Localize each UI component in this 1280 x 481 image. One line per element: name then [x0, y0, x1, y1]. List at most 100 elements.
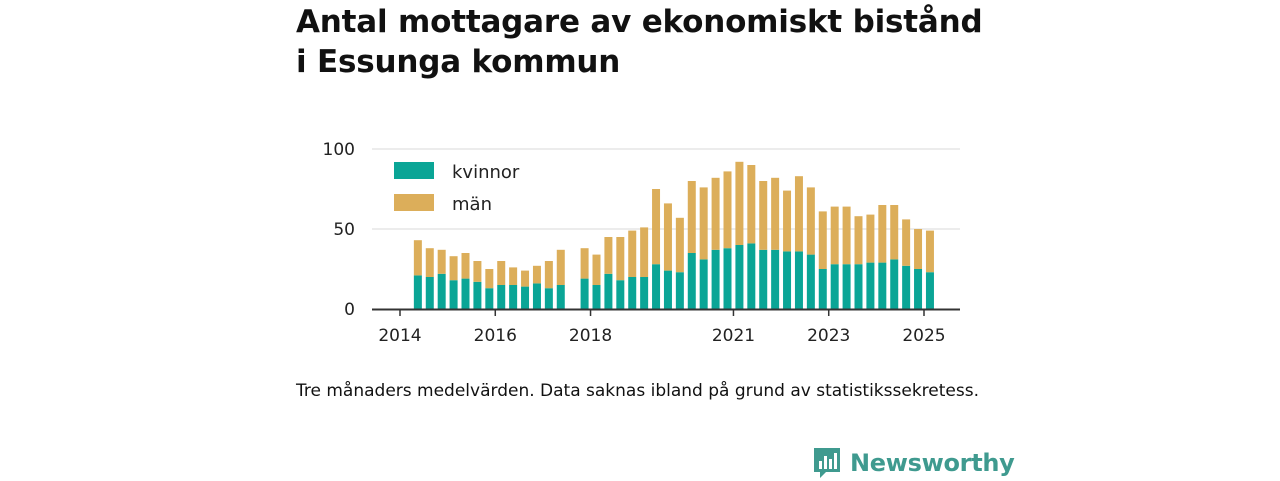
bar-man [437, 249, 446, 274]
bar-kvinnor [925, 272, 934, 309]
bar-kvinnor [521, 286, 530, 309]
bar-man [616, 237, 625, 281]
bar-man [544, 261, 553, 289]
bar-man [425, 248, 434, 277]
bar-man [413, 240, 422, 276]
newsworthy-logo-icon [814, 448, 840, 478]
bar-man [914, 229, 923, 269]
bar-kvinnor [544, 288, 553, 309]
x-tick-label: 2023 [807, 326, 850, 346]
bar-man [675, 217, 684, 273]
bar-man [759, 181, 768, 250]
x-tick-label: 2018 [569, 326, 612, 346]
bar-man [604, 237, 613, 274]
chart-footnote: Tre månaders medelvärden. Data saknas ib… [296, 381, 979, 401]
bar-man [532, 265, 541, 284]
bar-man [783, 190, 792, 252]
bar-kvinnor [497, 285, 506, 309]
y-tick-label: 100 [323, 140, 355, 160]
bar-kvinnor [818, 269, 827, 309]
bar-man [640, 227, 649, 277]
bar-man [521, 270, 530, 287]
bar-man [854, 216, 863, 265]
bar-man [735, 161, 744, 245]
bar-man [818, 211, 827, 269]
bar-kvinnor [783, 251, 792, 309]
bar-kvinnor [854, 264, 863, 309]
bar-man [497, 261, 506, 285]
bar-kvinnor [652, 264, 661, 309]
bar-man [771, 177, 780, 250]
bar-man [652, 189, 661, 265]
brand-name: Newsworthy [850, 449, 1015, 477]
bar-kvinnor [794, 251, 803, 309]
bar-kvinnor [616, 280, 625, 309]
x-tick-label: 2014 [378, 326, 421, 346]
bar-man [556, 249, 565, 285]
bar-man [628, 230, 637, 277]
bar-kvinnor [687, 253, 696, 309]
bar-man [723, 171, 732, 249]
bar-kvinnor [878, 262, 887, 309]
bar-kvinnor [437, 273, 446, 309]
bar-kvinnor [914, 269, 923, 309]
bar-man [890, 205, 899, 260]
chart-title: Antal mottagare av ekonomiskt bistånd i … [296, 4, 983, 80]
bar-man [485, 269, 494, 289]
bar-man [842, 206, 851, 265]
bar-man [580, 248, 589, 279]
legend-swatch [394, 194, 434, 211]
legend-label: kvinnor [452, 162, 520, 183]
bar-man [699, 187, 708, 260]
bar-kvinnor [699, 259, 708, 309]
bar-man [449, 256, 458, 281]
bar-man [902, 219, 911, 266]
bar-man [663, 203, 672, 271]
bar-kvinnor [592, 285, 601, 309]
bar-kvinnor [485, 288, 494, 309]
bar-kvinnor [723, 248, 732, 309]
bar-kvinnor [735, 245, 744, 309]
bar-kvinnor [556, 285, 565, 309]
bar-man [830, 206, 839, 265]
bar-man [866, 214, 875, 263]
bar-man [925, 230, 934, 273]
bar-kvinnor [413, 275, 422, 309]
bar-kvinnor [747, 243, 756, 309]
bar-kvinnor [628, 277, 637, 309]
bar-kvinnor [890, 259, 899, 309]
bar-kvinnor [902, 265, 911, 309]
bar-kvinnor [866, 262, 875, 309]
legend-swatch [394, 162, 434, 179]
x-tick-label: 2021 [712, 326, 755, 346]
bar-man [806, 187, 815, 255]
bar-man [473, 261, 482, 282]
y-tick-label: 0 [344, 300, 355, 320]
bar-kvinnor [532, 283, 541, 309]
bar-kvinnor [461, 278, 470, 309]
brand-logo[interactable]: Newsworthy [812, 445, 1015, 481]
bar-man [747, 165, 756, 244]
bar-kvinnor [663, 270, 672, 309]
x-tick-label: 2025 [902, 326, 945, 346]
bar-kvinnor [473, 281, 482, 309]
bar-man [878, 205, 887, 263]
bar-man [592, 254, 601, 285]
bar-kvinnor [759, 249, 768, 309]
bar-kvinnor [711, 249, 720, 309]
bar-kvinnor [806, 254, 815, 309]
bar-man [509, 267, 518, 285]
bar-man [461, 253, 470, 279]
y-tick-label: 50 [333, 220, 355, 240]
bar-kvinnor [842, 264, 851, 309]
x-tick-label: 2016 [474, 326, 517, 346]
bar-kvinnor [771, 249, 780, 309]
bar-man [794, 176, 803, 252]
bar-kvinnor [509, 285, 518, 309]
bar-kvinnor [425, 277, 434, 309]
bar-man [687, 181, 696, 253]
bar-kvinnor [640, 277, 649, 309]
bar-kvinnor [675, 272, 684, 309]
bar-man [711, 177, 720, 250]
